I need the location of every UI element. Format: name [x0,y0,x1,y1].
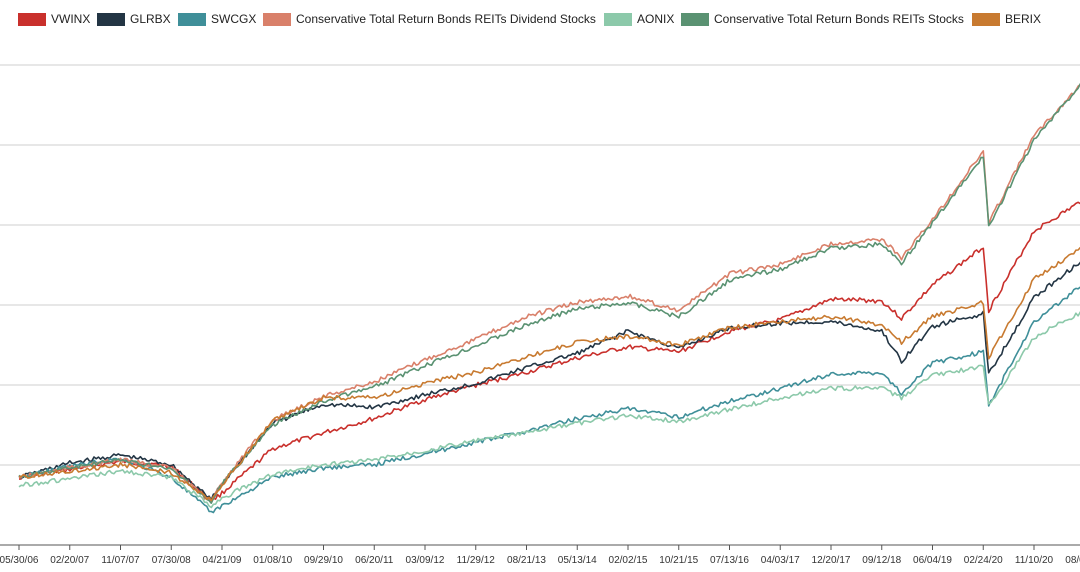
x-tick-label: 11/10/20 [1015,555,1054,566]
series-line[interactable] [18,246,1080,502]
legend-swatch [18,12,46,26]
chart-legend: VWINX GLRBX SWCGX Conservative Total Return… [0,0,1080,40]
x-tick-label: 05/30/06 [0,555,39,566]
legend-label: AONIX [637,12,675,26]
x-tick-label: 04/21/09 [203,555,242,566]
x-tick-label: 02/20/07 [50,555,89,566]
x-tick-label: 07/30/08 [152,555,191,566]
legend-item[interactable]: SWCGX [178,11,256,27]
x-tick-label: 11/29/12 [457,555,496,566]
legend-label: GLRBX [130,12,171,26]
series-line[interactable] [18,258,1080,501]
legend-item[interactable]: BERIX [972,11,1041,27]
x-tick-label: 08/03/21 [1065,555,1080,566]
legend-item[interactable]: GLRBX [97,11,171,27]
x-tick-label: 06/20/11 [355,555,394,566]
legend-swatch [972,12,1000,26]
x-tick-label: 02/02/15 [609,555,648,566]
legend-swatch [604,12,632,26]
legend-label: SWCGX [211,12,257,26]
x-tick-label: 02/24/20 [964,555,1003,566]
legend-item[interactable]: AONIX [604,11,674,27]
legend-label: Conservative Total Return Bonds REITs St… [714,12,964,26]
x-tick-label: 11/07/07 [101,555,140,566]
x-tick-label: 09/12/18 [862,555,901,566]
series-line[interactable] [18,80,1080,504]
x-tick-label: 04/03/17 [761,555,800,566]
x-tick-label: 06/04/19 [913,555,952,566]
x-tick-label: 01/08/10 [253,555,292,566]
legend-swatch [681,12,709,26]
x-tick-label: 05/13/14 [558,555,597,566]
legend-label: Conservative Total Return Bonds REITs Di… [296,12,596,26]
legend-label: VWINX [51,12,91,26]
legend-label: BERIX [1005,12,1042,26]
legend-item[interactable]: Conservative Total Return Bonds REITs Di… [263,11,596,27]
legend-item[interactable]: Conservative Total Return Bonds REITs St… [681,11,964,27]
legend-item[interactable]: VWINX [18,11,90,27]
legend-swatch [178,12,206,26]
series-line[interactable] [18,80,1080,502]
x-tick-label: 10/21/15 [659,555,698,566]
series-line[interactable] [18,283,1080,514]
x-tick-label: 09/29/10 [304,555,343,566]
series-line[interactable] [18,310,1080,509]
x-tick-label: 07/13/16 [710,555,749,566]
x-tick-label: 08/21/13 [507,555,546,566]
x-tick-label: 12/20/17 [812,555,851,566]
legend-swatch [97,12,125,26]
x-tick-label: 03/09/12 [406,555,445,566]
legend-swatch [263,12,291,26]
